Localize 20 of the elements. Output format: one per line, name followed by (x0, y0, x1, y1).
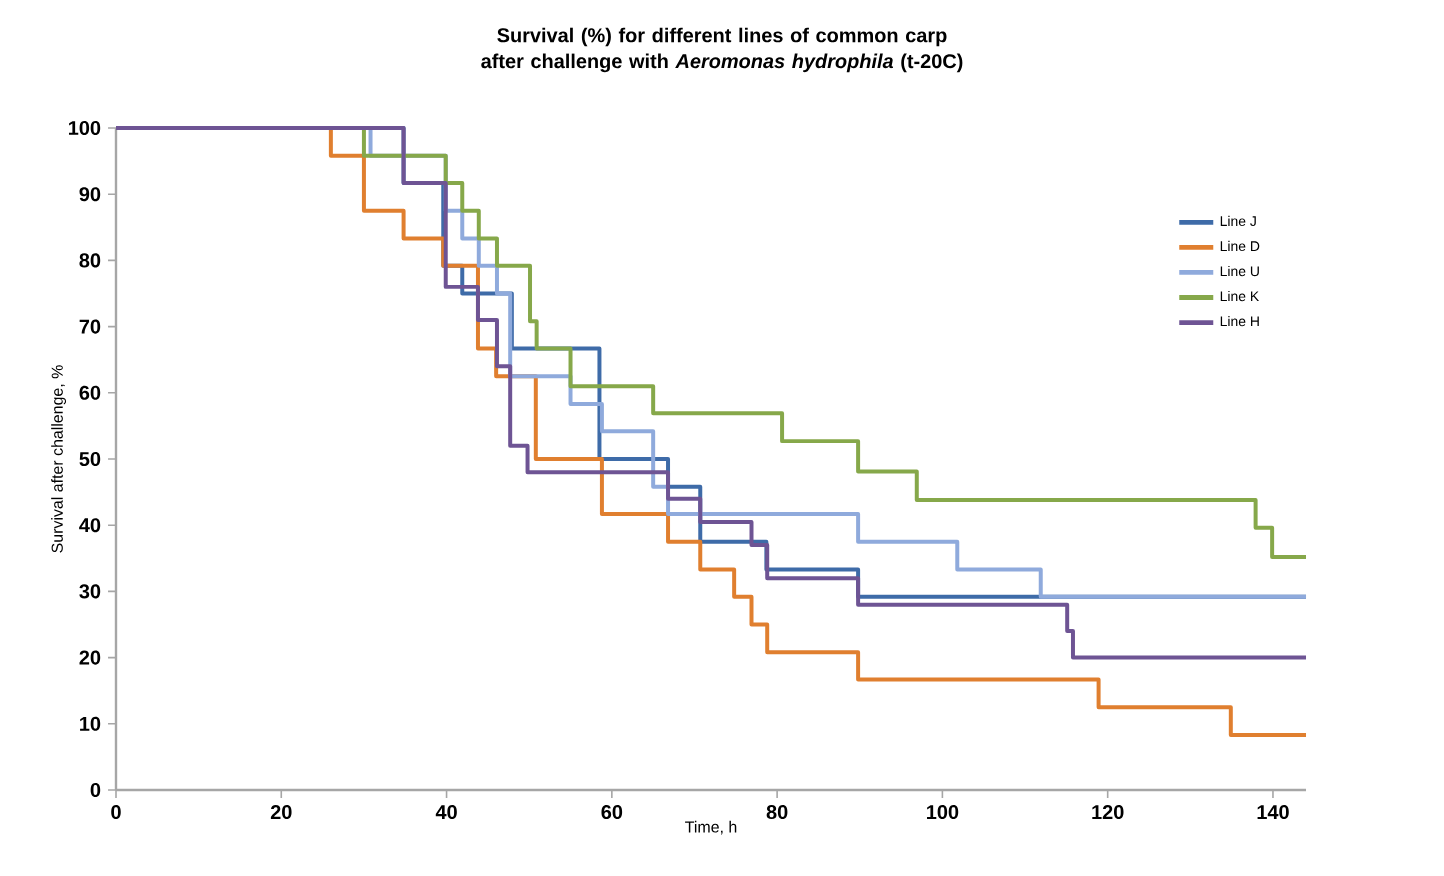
y-tick-label: 70 (79, 319, 101, 334)
x-tick-label: 80 (766, 805, 788, 820)
y-tick-label: 60 (79, 385, 101, 400)
y-tick-label: 0 (90, 782, 101, 798)
x-tick-label: 0 (111, 805, 121, 820)
y-tick-label: 10 (80, 716, 101, 731)
y-tick-label: 30 (79, 584, 101, 599)
x-tick-label: 100 (927, 805, 959, 820)
y-tick-label: 50 (79, 451, 101, 467)
x-tick-label: 20 (270, 805, 292, 820)
y-tick-label: 80 (79, 253, 101, 268)
y-tick-label: 20 (79, 650, 101, 665)
chart-title: Survival (%) for different lines of common carp after challenge with Aeromonas hydrophila (t-20C) (481, 27, 963, 73)
y-tick-label: 90 (79, 187, 101, 202)
x-tick-label: 140 (1257, 805, 1289, 820)
y-tick-label: 40 (79, 518, 101, 533)
x-tick-label: 60 (601, 805, 623, 820)
x-tick-label: 40 (435, 805, 457, 820)
x-tick-label: 120 (1092, 805, 1124, 820)
y-tick-label: 100 (68, 120, 101, 136)
